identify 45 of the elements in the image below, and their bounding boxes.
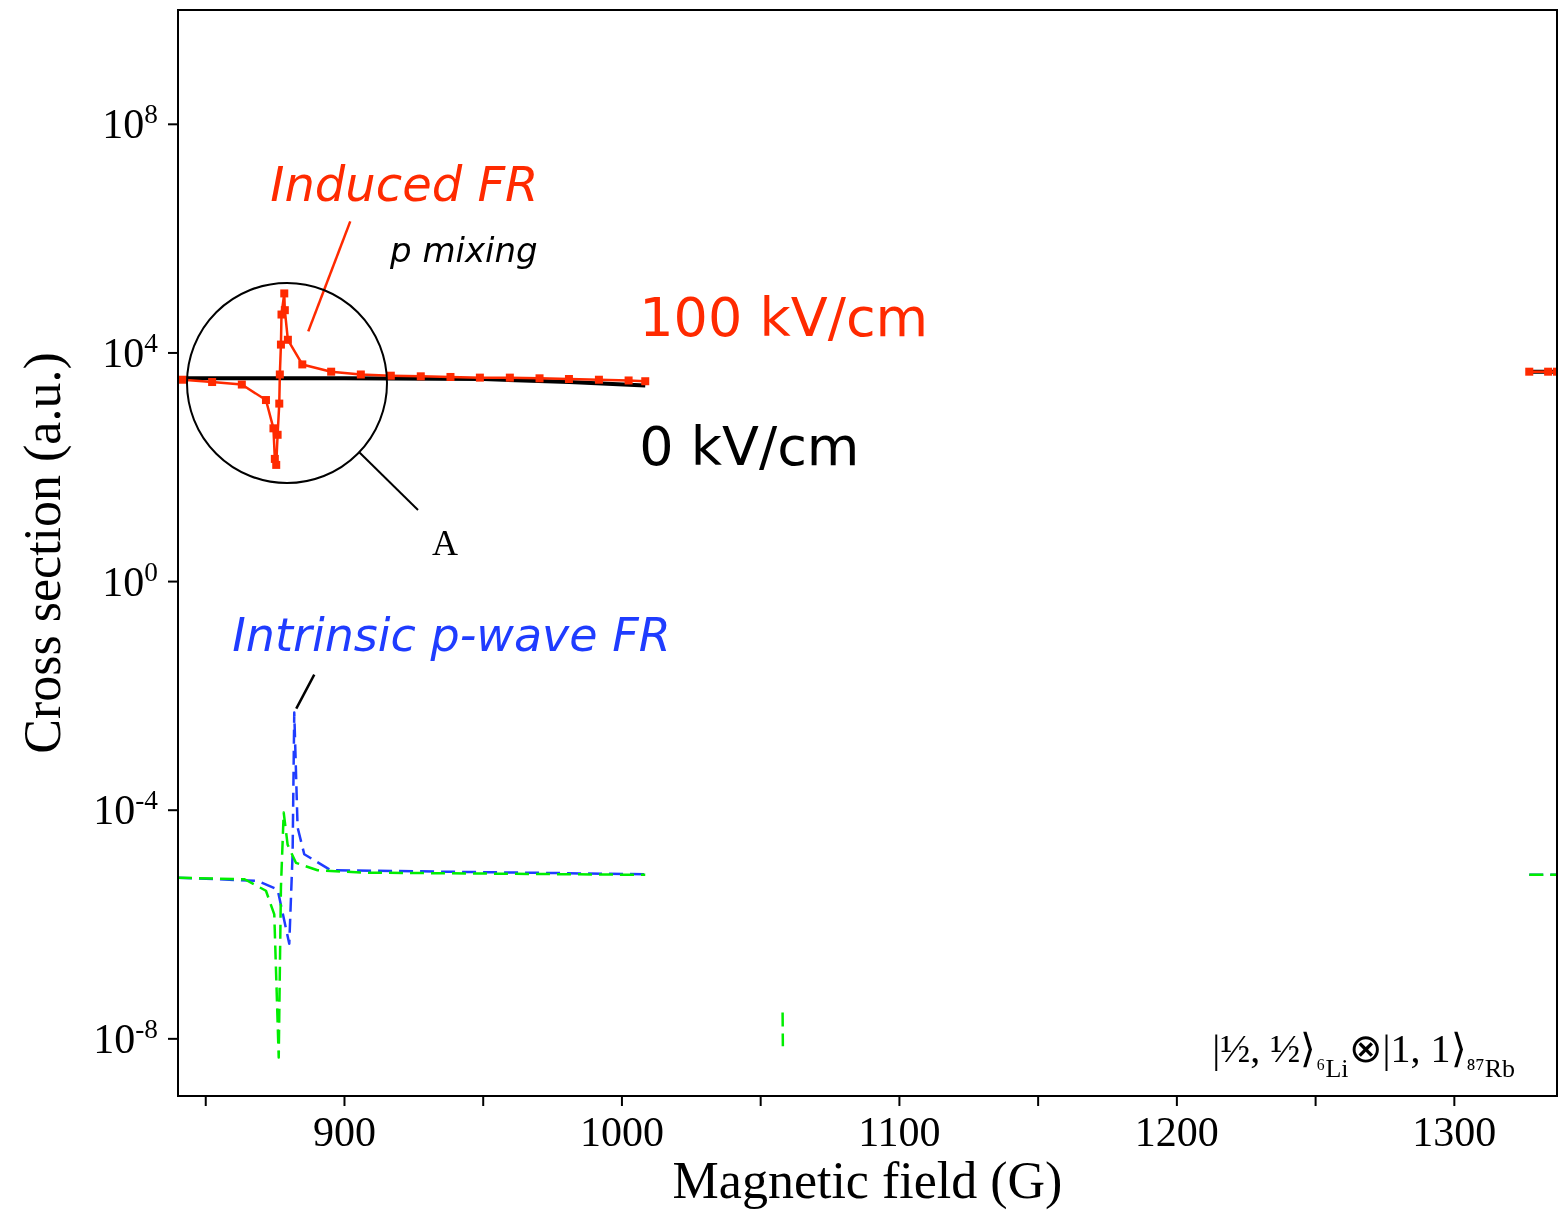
point [535, 374, 544, 383]
point [505, 373, 514, 382]
point [594, 375, 603, 384]
point [237, 380, 246, 389]
point [280, 306, 289, 315]
point [283, 335, 292, 344]
y-tick-label: 10$^{-4}$ [93, 785, 159, 834]
annotation: Intrinsic p-wave FR [232, 607, 671, 662]
point [641, 377, 650, 386]
point [416, 372, 425, 381]
x-tick-label: 1100 [858, 1109, 941, 1155]
point [1525, 367, 1534, 376]
point [208, 378, 217, 387]
series-label: 0 kV/cm [639, 415, 860, 479]
x-axis-title: Magnetic field (G) [672, 1152, 1063, 1210]
y-tick-label: 10$^{8}$ [102, 99, 158, 148]
point [356, 370, 365, 379]
y-axis-title: Cross section (a.u.) [14, 352, 72, 754]
point [269, 424, 278, 433]
y-tick-label: 10$^{4}$ [102, 327, 159, 376]
point [327, 367, 336, 376]
x-tick-label: 1200 [1134, 1109, 1219, 1155]
annotation: |½, ½⟩$_{⁶Li}$⊗|1, 1⟩$_{⁸⁷Rb}$ [1212, 1026, 1515, 1083]
series-label: 100 kV/cm [639, 286, 929, 350]
x-tick-label: 900 [312, 1109, 376, 1155]
point [446, 372, 455, 381]
x-tick-label: 1300 [1412, 1109, 1497, 1155]
point [1544, 367, 1553, 376]
point [273, 430, 282, 439]
y-tick-label: 10$^{-8}$ [93, 1013, 158, 1062]
point [280, 289, 289, 298]
point [275, 370, 284, 379]
point [261, 396, 270, 405]
point [272, 460, 281, 469]
point [475, 373, 484, 382]
point [276, 340, 285, 349]
point [298, 360, 307, 369]
point [275, 399, 284, 408]
annotation: Induced FR [270, 156, 539, 213]
annotation: p mixing [389, 230, 538, 270]
y-tick-label: 10$^{0}$ [102, 556, 158, 605]
point [564, 375, 573, 384]
x-tick-label: 1000 [579, 1109, 664, 1155]
annotation: A [432, 523, 458, 563]
point [624, 376, 633, 385]
